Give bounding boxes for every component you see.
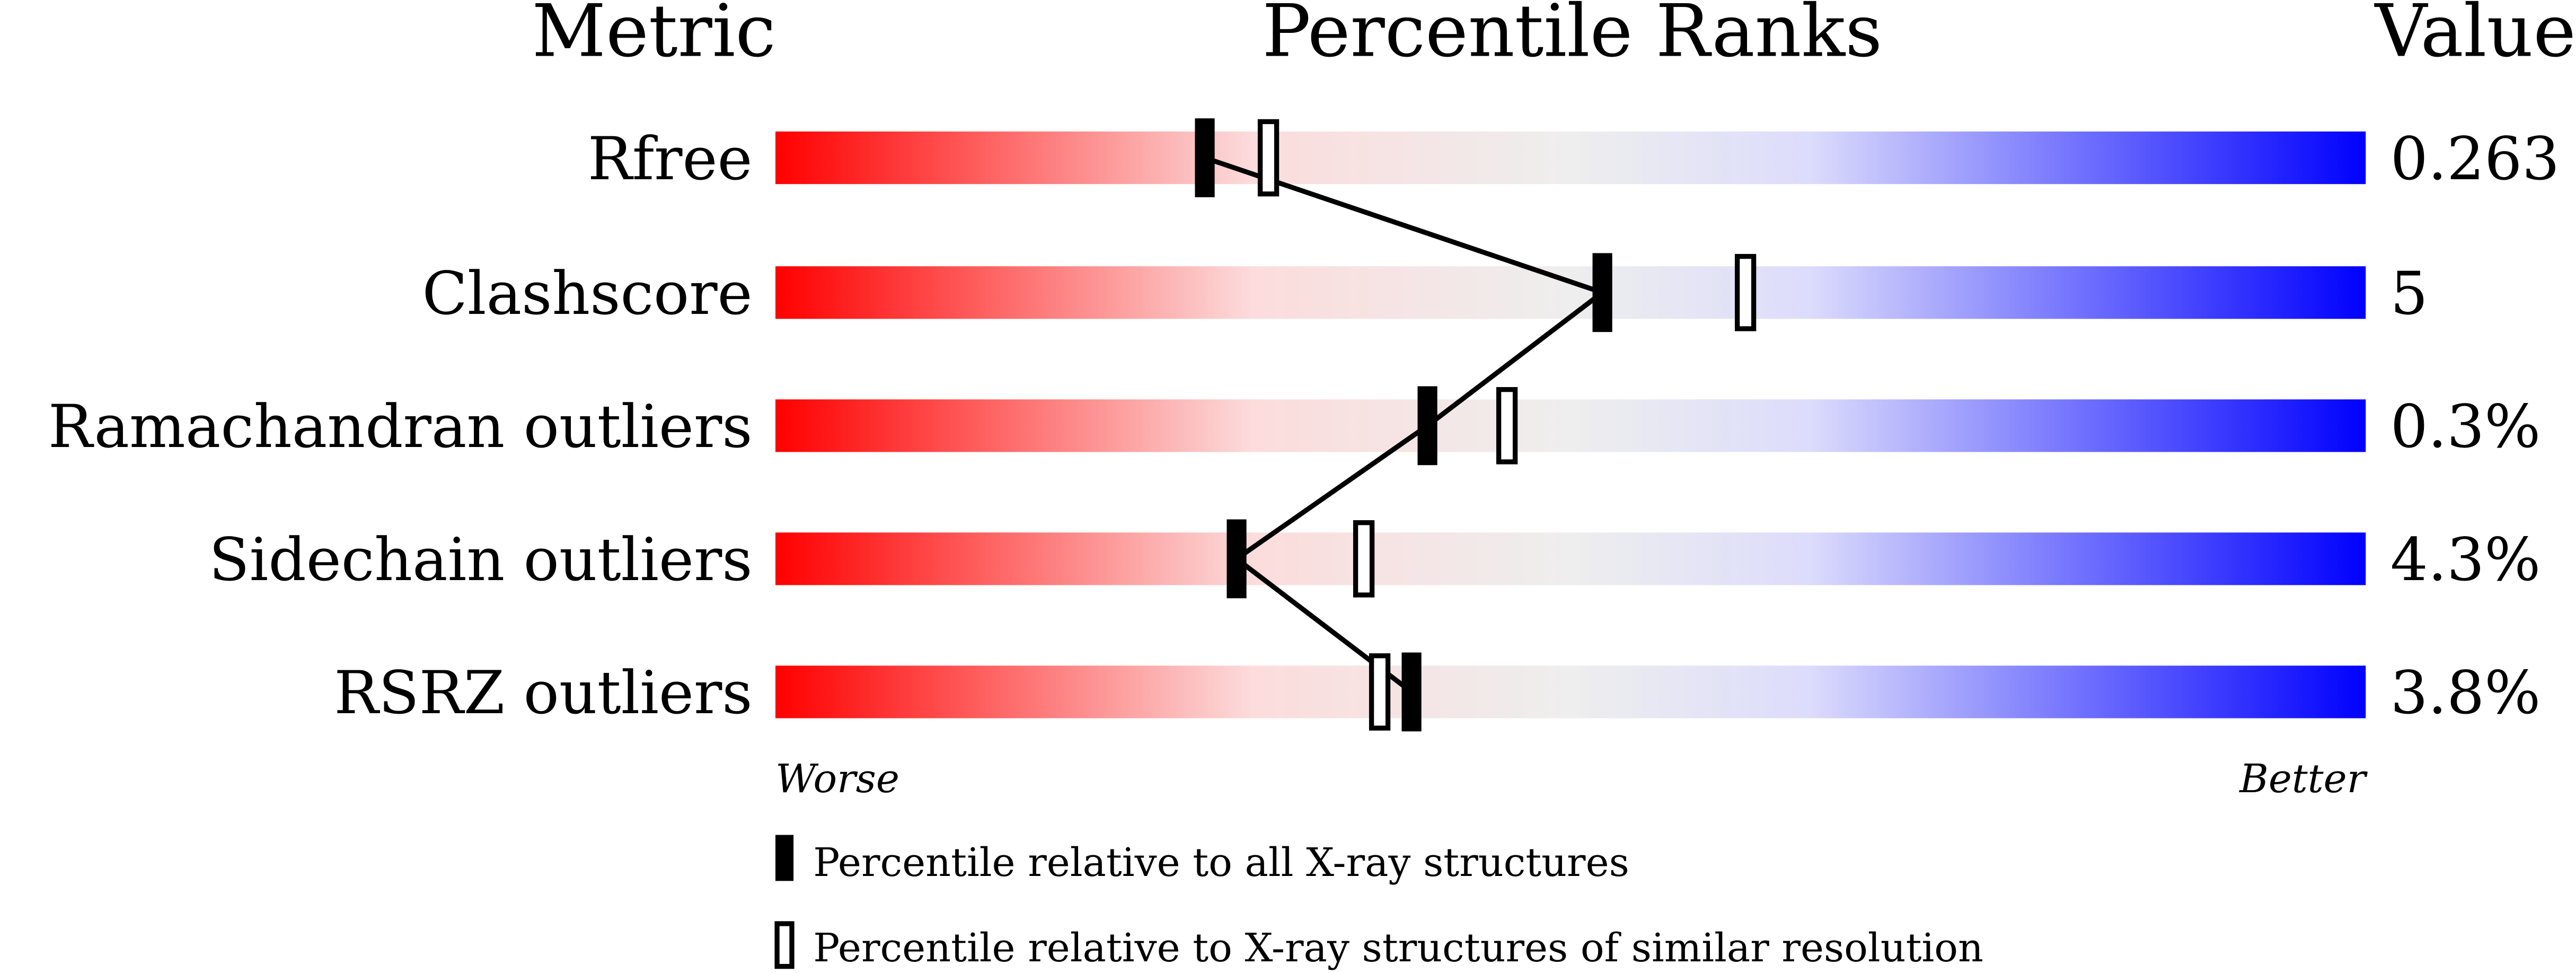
metric-value: 4.3%: [2390, 525, 2540, 594]
marker-all-structures: [1592, 253, 1612, 332]
metric-value: 3.8%: [2390, 659, 2540, 727]
metric-label: Clashscore: [422, 259, 753, 328]
legend-hollow-marker: [774, 921, 795, 969]
metric-label: Sidechain outliers: [209, 525, 752, 594]
metric-value: 0.3%: [2390, 392, 2540, 461]
marker-all-structures: [1417, 386, 1437, 466]
metric-label: Rfree: [588, 125, 753, 194]
percentile-bar: [775, 399, 2366, 452]
legend-filled-marker: [775, 835, 794, 881]
percentile-bar: [775, 266, 2366, 319]
marker-similar-resolution: [1734, 253, 1757, 331]
header-metric: Metric: [532, 0, 775, 73]
marker-similar-resolution: [1369, 653, 1391, 731]
marker-similar-resolution: [1353, 520, 1375, 598]
worse-label: Worse: [775, 756, 899, 802]
percentile-bar: [775, 665, 2366, 718]
header-percentile-ranks: Percentile Ranks: [1262, 0, 1882, 73]
marker-all-structures: [1227, 519, 1247, 599]
legend-hollow-label: Percentile relative to X-ray structures …: [813, 925, 1983, 971]
metric-value: 5: [2390, 259, 2428, 328]
header-value: Value: [2374, 0, 2576, 73]
marker-similar-resolution: [1257, 119, 1280, 197]
metric-value: 0.263: [2390, 125, 2560, 194]
marker-all-structures: [1401, 652, 1422, 732]
legend-filled-label: Percentile relative to all X-ray structu…: [813, 839, 1629, 886]
percentile-bar: [775, 532, 2366, 585]
marker-all-structures: [1195, 118, 1215, 197]
metric-label: RSRZ outliers: [334, 659, 752, 727]
metric-label: Ramachandran outliers: [48, 392, 753, 461]
marker-similar-resolution: [1496, 387, 1518, 464]
percentile-bar: [775, 132, 2366, 185]
better-label: Better: [2238, 756, 2368, 802]
